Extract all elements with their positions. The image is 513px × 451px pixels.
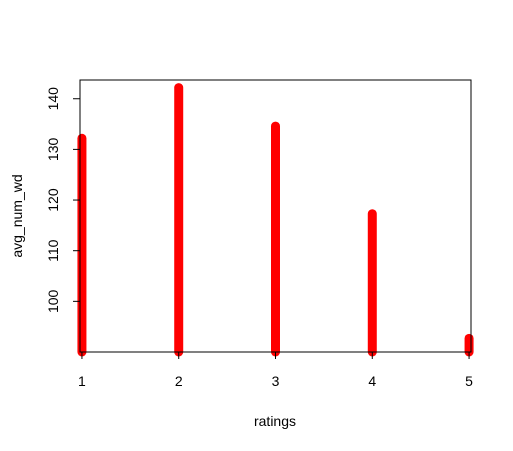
x-axis-label: ratings <box>254 413 296 429</box>
y-axis-label: avg_num_wd <box>9 174 25 257</box>
x-tick-label: 5 <box>465 373 473 389</box>
y-tick-label: 140 <box>45 87 61 111</box>
y-tick-label: 100 <box>45 289 61 313</box>
bars-group <box>77 83 474 357</box>
y-axis: 100 110 120 130 140 <box>45 87 81 313</box>
y-tick-label: 130 <box>45 138 61 162</box>
y-tick-label: 110 <box>45 239 61 262</box>
x-tick-label: 4 <box>368 373 376 389</box>
x-tick-label: 3 <box>272 373 280 389</box>
y-tick-label: 120 <box>45 188 61 212</box>
x-tick-label: 2 <box>175 373 183 389</box>
x-tick-label: 1 <box>78 373 86 389</box>
x-axis: 1 2 3 4 5 <box>78 351 473 389</box>
